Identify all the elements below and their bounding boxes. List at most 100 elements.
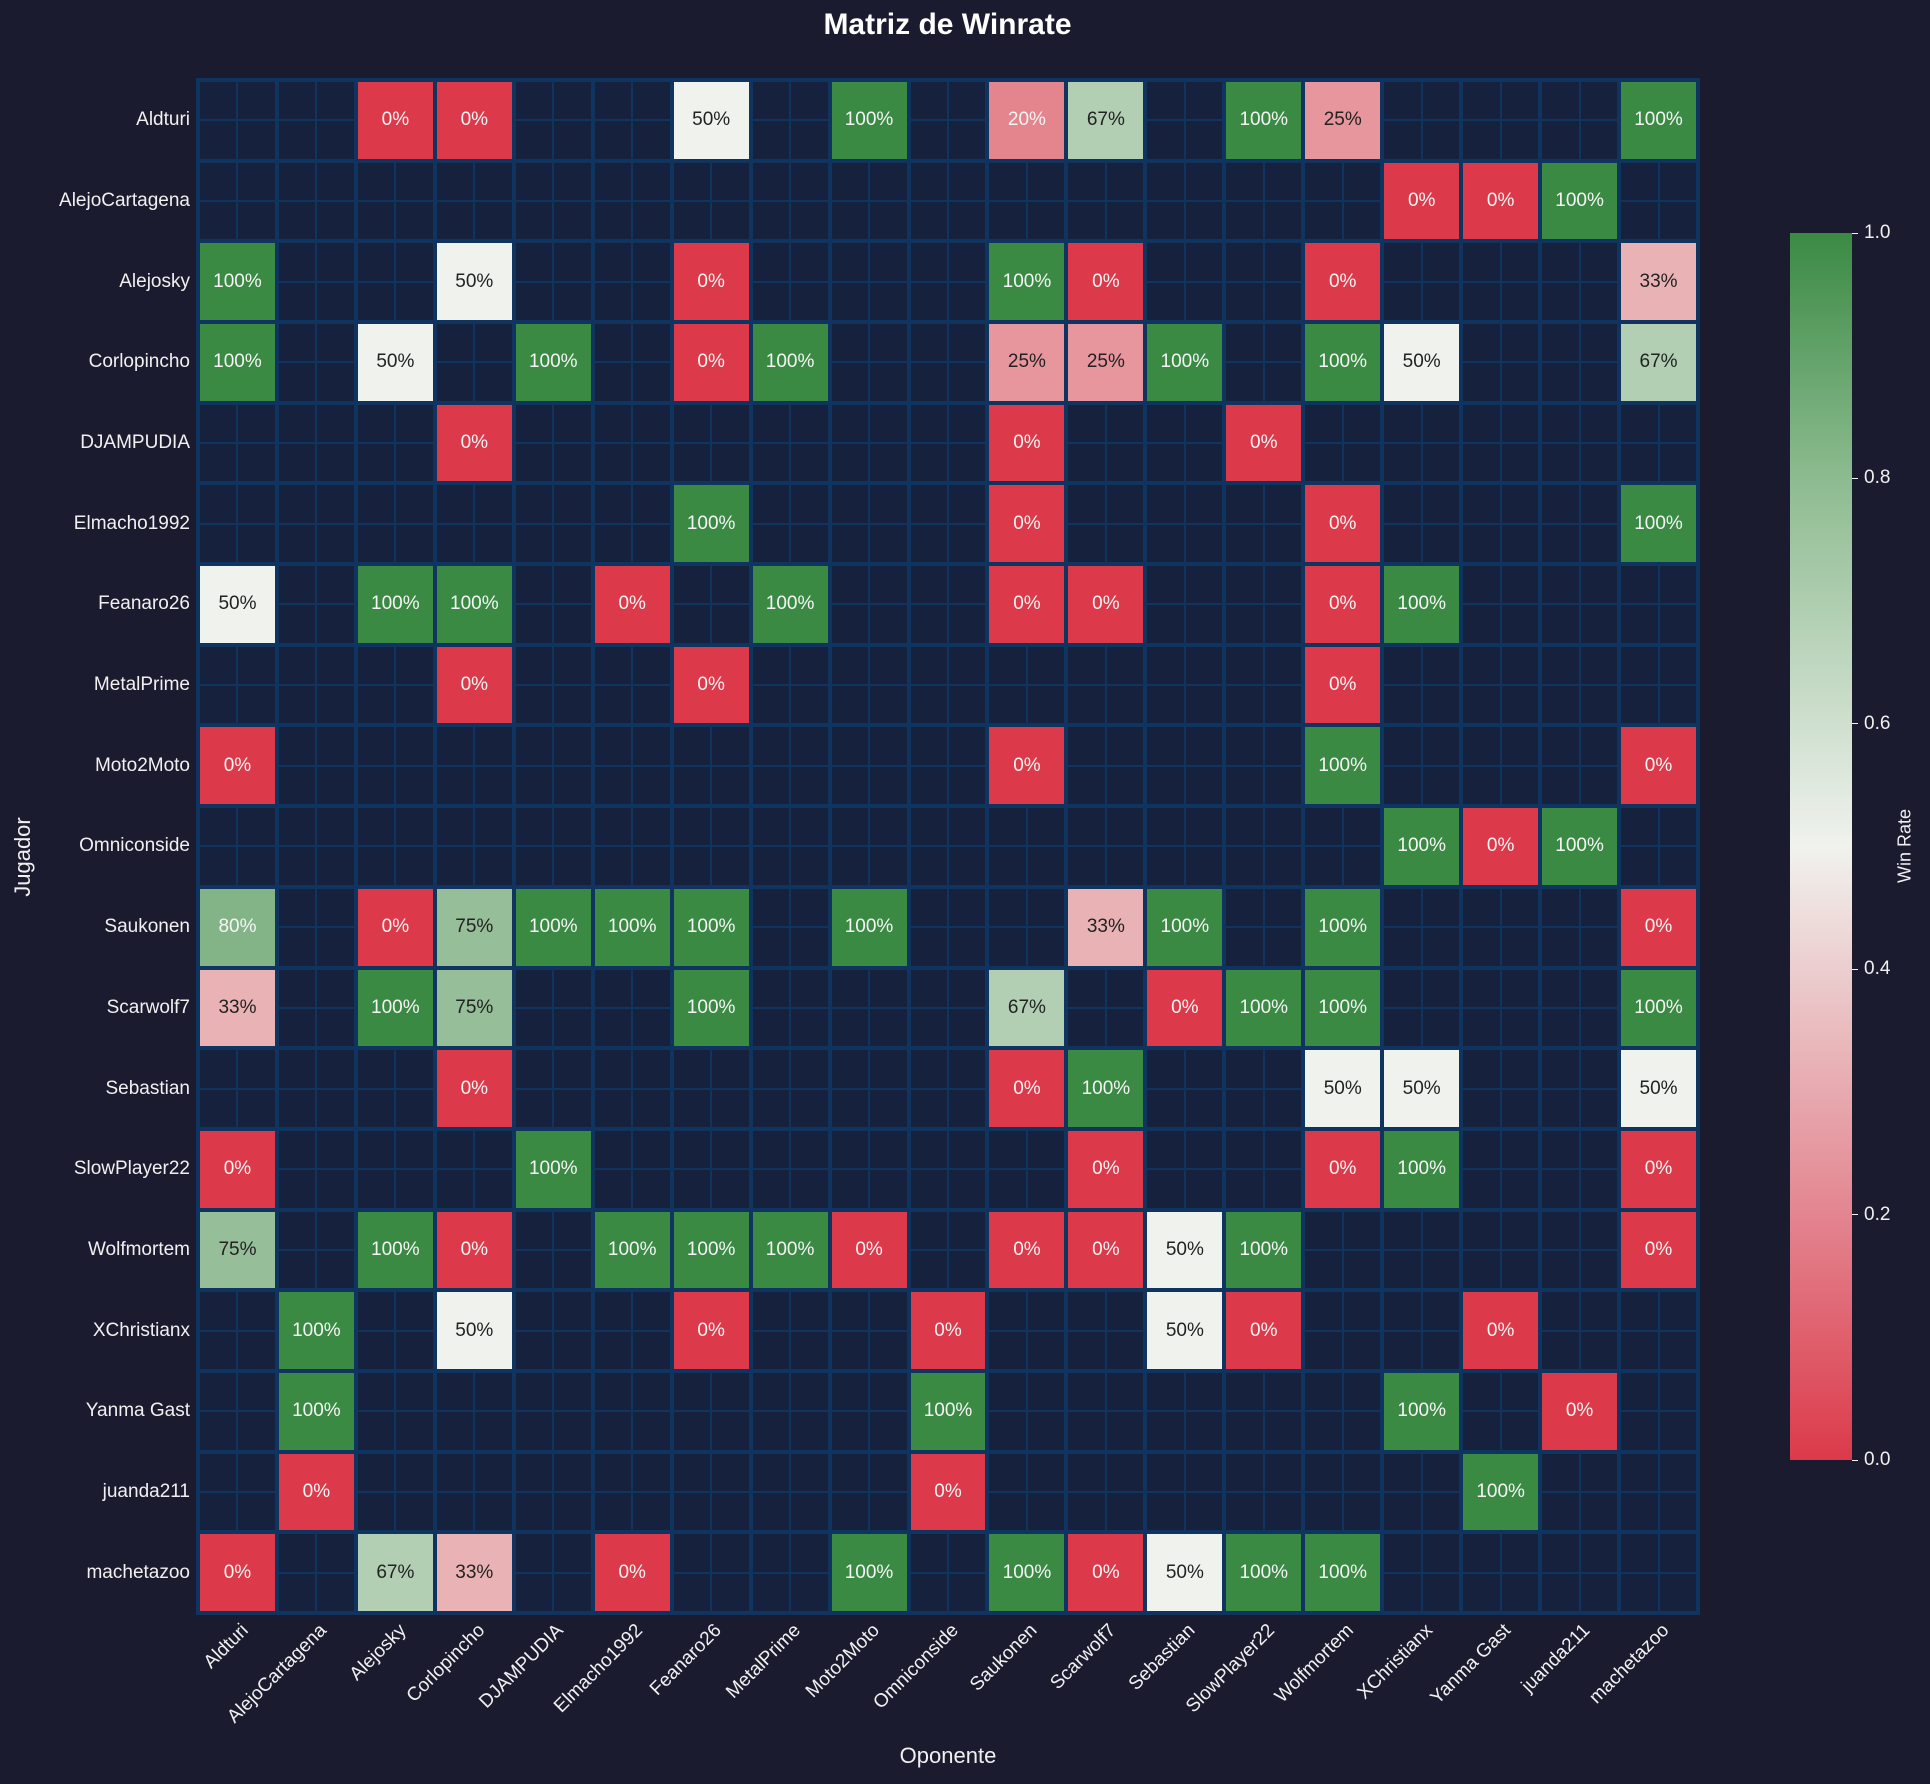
heatmap-cell: 0% <box>434 402 514 484</box>
heatmap-cell: 0% <box>987 564 1067 645</box>
heatmap-cell <box>750 886 830 968</box>
heatmap-cell: 67% <box>987 967 1067 1049</box>
heatmap-cell <box>987 1451 1067 1533</box>
x-tick-label: Moto2Moto <box>801 1620 884 1703</box>
heatmap-cell <box>1540 1290 1620 1371</box>
heatmap-cell <box>592 725 672 807</box>
heatmap-cell <box>829 1370 909 1452</box>
heatmap-cell <box>987 1290 1067 1371</box>
heatmap-cell: 20% <box>987 80 1067 161</box>
heatmap-cell <box>198 483 277 565</box>
heatmap-cell <box>987 1128 1067 1210</box>
heatmap-cell: 33% <box>1619 241 1698 323</box>
heatmap-cell: 0% <box>1303 1128 1383 1210</box>
heatmap-cell <box>908 1209 988 1291</box>
heatmap-cell <box>1303 1209 1383 1291</box>
x-tick: AlejoCartagena <box>224 1620 356 1727</box>
heatmap-cell <box>1145 806 1225 887</box>
heatmap-cell <box>829 1128 909 1210</box>
y-tick-label: Feanaro26 <box>98 593 190 615</box>
heatmap-cell <box>592 322 672 403</box>
heatmap-cell <box>198 806 277 887</box>
heatmap-cell: 0% <box>987 1048 1067 1129</box>
heatmap-cell <box>434 1370 514 1452</box>
heatmap-cell <box>1382 725 1462 807</box>
heatmap-cell: 0% <box>987 402 1067 484</box>
heatmap-cell: 0% <box>1066 1128 1146 1210</box>
colorbar-tick-label: 0.8 <box>1852 467 1890 489</box>
heatmap-cell: 0% <box>1619 1128 1698 1210</box>
y-tick-label: Sebastian <box>105 1077 190 1099</box>
heatmap-cell <box>355 1290 435 1371</box>
heatmap-cell <box>592 483 672 565</box>
heatmap-cell <box>1540 322 1620 403</box>
heatmap-cell <box>276 1128 356 1210</box>
heatmap-cell <box>908 725 988 807</box>
heatmap-cell <box>1382 241 1462 323</box>
heatmap-cell <box>671 725 751 807</box>
heatmap-cell <box>829 1451 909 1533</box>
heatmap-cell <box>1619 160 1698 242</box>
heatmap-cell <box>1619 1451 1698 1533</box>
heatmap-cell <box>908 241 988 323</box>
x-tick-label: Scarwolf7 <box>1046 1620 1121 1694</box>
heatmap-cell <box>592 1370 672 1452</box>
heatmap-cell <box>750 1532 830 1613</box>
heatmap-cell: 50% <box>434 1290 514 1371</box>
heatmap-cell: 0% <box>1303 241 1383 323</box>
heatmap-cell <box>1303 1290 1383 1371</box>
heatmap-cell <box>434 1451 514 1533</box>
heatmap-cell <box>1224 1128 1304 1210</box>
heatmap-cell: 100% <box>1382 1128 1462 1210</box>
heatmap-cell <box>1540 1128 1620 1210</box>
heatmap-cell <box>513 160 593 242</box>
heatmap-cell <box>1540 967 1620 1049</box>
x-tick: Corlopincho <box>403 1620 514 1707</box>
heatmap-cell <box>276 1209 356 1291</box>
heatmap-cell: 100% <box>1382 806 1462 887</box>
heatmap-cell <box>1145 564 1225 645</box>
heatmap-cell <box>198 1451 277 1533</box>
y-tick-label: Omniconside <box>79 835 190 857</box>
heatmap-cell: 0% <box>592 564 672 645</box>
heatmap-cell <box>1619 1290 1698 1371</box>
heatmap-cell <box>1461 1048 1541 1129</box>
heatmap-cell: 0% <box>1303 644 1383 726</box>
heatmap-cell <box>276 1532 356 1613</box>
heatmap-cell <box>198 402 277 484</box>
heatmap-cell <box>1066 483 1146 565</box>
heatmap-cell <box>1540 644 1620 726</box>
heatmap-cell <box>829 644 909 726</box>
heatmap-cell <box>1224 1370 1304 1452</box>
heatmap-cell <box>1540 564 1620 645</box>
x-axis-tick-labels: Aldturi AlejoCartagena Alejosky Corlopincho… <box>198 1620 1698 1727</box>
y-tick-label: Yanma Gast <box>85 1400 190 1422</box>
y-tick-label: Aldturi <box>136 109 190 131</box>
heatmap-cell <box>908 886 988 968</box>
heatmap-cell: 100% <box>829 886 909 968</box>
heatmap-cell <box>1066 806 1146 887</box>
heatmap-cell <box>1066 1370 1146 1452</box>
heatmap-cell <box>1145 644 1225 726</box>
heatmap-cell <box>355 1451 435 1533</box>
heatmap-cell <box>276 1048 356 1129</box>
heatmap-cell <box>1540 1532 1620 1613</box>
heatmap-cell: 50% <box>1145 1290 1225 1371</box>
x-tick-label: Sebastian <box>1125 1620 1200 1695</box>
colorbar-ticks: 1.0 0.8 0.6 0.4 0.2 0.0 <box>1852 222 1912 1470</box>
heatmap-cell: 0% <box>987 725 1067 807</box>
heatmap-cell <box>198 1370 277 1452</box>
heatmap-cell <box>1303 160 1383 242</box>
x-tick: XChristianx <box>1353 1620 1461 1704</box>
heatmap-cell <box>987 160 1067 242</box>
heatmap-cell <box>355 806 435 887</box>
heatmap-cell <box>908 402 988 484</box>
heatmap-cell: 100% <box>1145 322 1225 403</box>
heatmap-cell <box>671 402 751 484</box>
heatmap-cell <box>592 806 672 887</box>
y-tick-label: Saukonen <box>104 916 190 938</box>
heatmap-cell <box>908 483 988 565</box>
heatmap-cell <box>1540 80 1620 161</box>
heatmap-cell <box>1382 483 1462 565</box>
heatmap-cell <box>1619 564 1698 645</box>
